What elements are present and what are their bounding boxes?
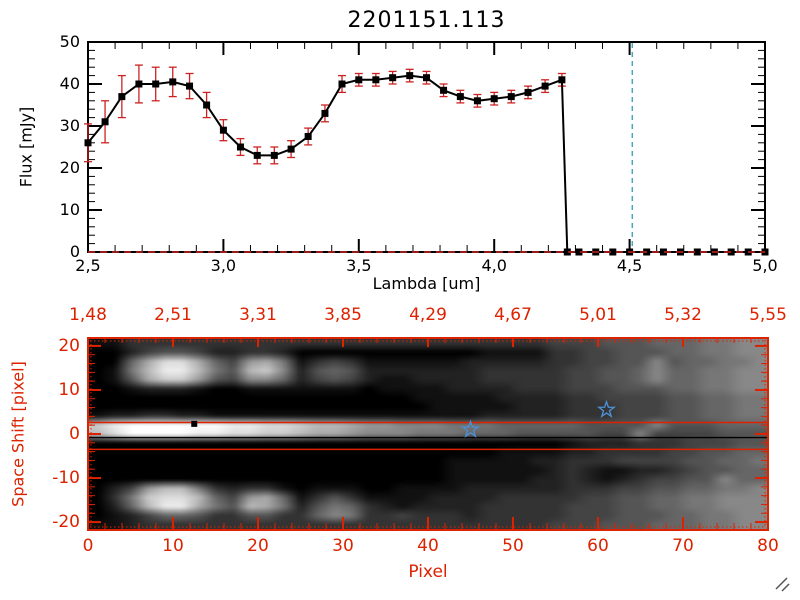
resize-corner-icon [775,577,790,592]
pixel-tick-label: 70 [672,536,694,556]
pixel-tick-label: 0 [82,536,94,556]
lambda-tick-label: 4,0 [481,256,507,275]
flux-tick-label: 10 [59,200,80,219]
spectral-image-canvas [89,339,767,529]
wavelength-tick-label: 3,85 [324,305,362,325]
flux-tick-label: 30 [59,116,80,135]
wavelength-tick-label: 4,67 [494,305,532,325]
shift-tick-label: -10 [52,468,80,489]
lambda-tick-label: 4,5 [616,256,643,275]
pixel-tick-label: 80 [757,536,779,556]
space-shift-axis-label: Space Shift [pixel] [8,361,28,507]
pixel-tick-label: 20 [247,536,269,556]
flux-tick-label: 0 [69,242,80,261]
shift-tick-label: 20 [58,335,80,356]
flux-tick-label: 40 [59,74,80,93]
shift-tick-label: -20 [52,512,80,533]
wavelength-tick-label: 5,32 [664,305,702,325]
pixel-tick-label: 60 [587,536,609,556]
pixel-tick-label: 50 [502,536,524,556]
wavelength-tick-label: 5,01 [579,305,617,325]
shift-tick-label: 10 [58,379,80,400]
lambda-tick-label: 5,0 [752,256,778,275]
lambda-tick-label: 2,5 [75,256,101,275]
lambda-axis-label: Lambda [um] [372,274,481,293]
flux-tick-label: 50 [59,32,80,51]
flux-axis-label: Flux [mJy] [16,106,36,188]
lambda-tick-label: 3,5 [346,256,372,275]
pixel-tick-label: 10 [162,536,184,556]
lambda-tick-label: 3,0 [210,256,237,275]
wavelength-tick-label: 1,48 [69,305,107,325]
wavelength-tick-label: 2,51 [154,305,192,325]
wavelength-tick-label: 5,55 [749,305,787,325]
pixel-tick-label: 30 [332,536,354,556]
plot-title: 2201151.113 [347,8,506,33]
flux-tick-label: 20 [59,158,80,177]
shift-tick-label: 0 [69,424,80,444]
pixel-tick-label: 40 [417,536,439,556]
pixel-axis-label: Pixel [408,562,448,582]
wavelength-tick-label: 3,31 [239,305,277,325]
wavelength-tick-label: 4,29 [409,305,447,325]
